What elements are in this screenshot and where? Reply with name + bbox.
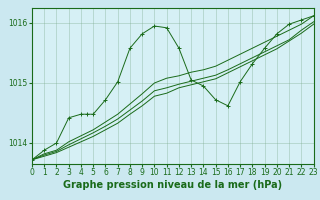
- X-axis label: Graphe pression niveau de la mer (hPa): Graphe pression niveau de la mer (hPa): [63, 180, 282, 190]
